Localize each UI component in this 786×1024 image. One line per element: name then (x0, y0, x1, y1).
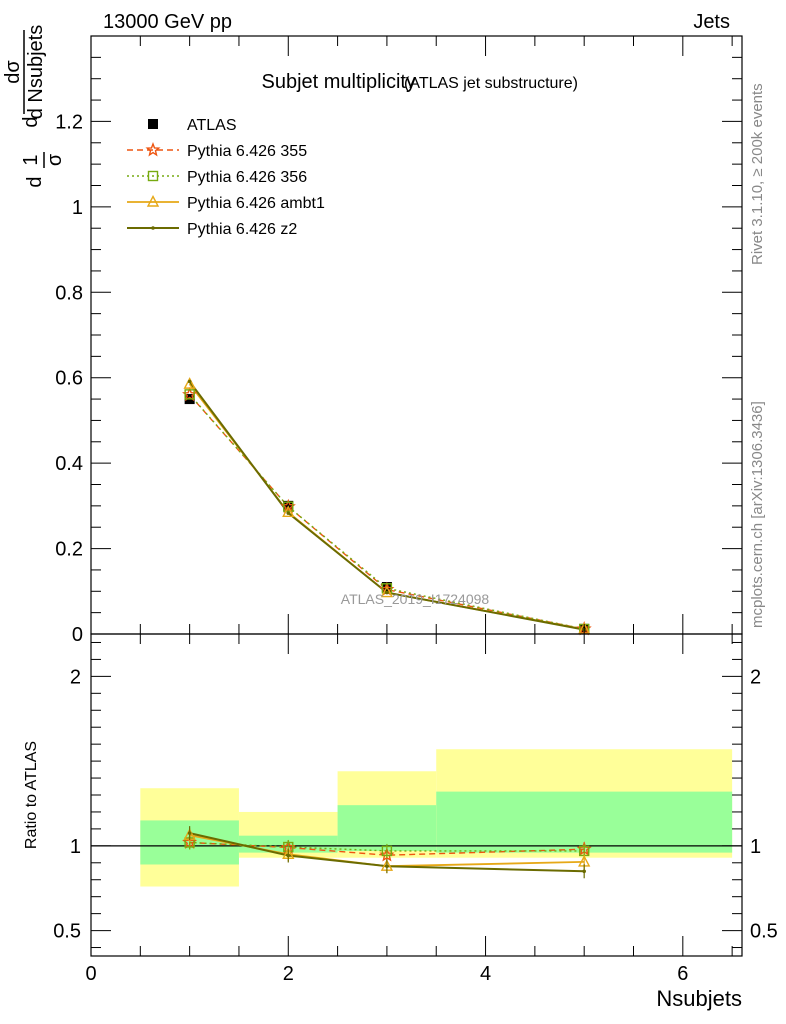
main-point-p356 (283, 501, 294, 512)
legend-marker-ambt1 (146, 194, 160, 207)
plot-subtitle: (ATLAS jet substructure) (404, 75, 578, 92)
x-axis-label: Nsubjets (656, 986, 742, 1011)
ratio-y-tick-label: 0.5 (53, 921, 81, 943)
main-plot (182, 377, 592, 636)
x-tick-label: 2 (283, 963, 294, 985)
y-axis-label: 1 σ d d dσ d Nsubjets (2, 25, 66, 188)
y-label-prefix-d: d (24, 176, 46, 187)
legend-label-p356: Pythia 6.426 356 (187, 169, 307, 186)
main-y-tick-label: 0.2 (55, 539, 83, 561)
ratio-point-z2 (385, 864, 389, 868)
y-label-prefix-denom: σ (44, 153, 66, 166)
ratio-y-tick-label-right: 2 (750, 666, 761, 688)
ratio-point-z2 (187, 831, 192, 835)
analysis-id: ATLAS_2019_I1724098 (341, 591, 490, 607)
legend-marker-z2 (151, 226, 155, 230)
ratio-point-z2 (286, 853, 291, 858)
ratio-y-tick-label: 1 (70, 836, 81, 858)
legend-marker-p355 (145, 142, 161, 157)
y-label-denom: d Nsubjets (25, 25, 47, 120)
y-label-prefix-numer: 1 (20, 154, 42, 165)
y-label-d2: d (20, 116, 42, 127)
ratio-y-tick-label: 2 (70, 666, 81, 688)
main-y-tick-label: 0.6 (55, 368, 83, 390)
legend-label-p355: Pythia 6.426 355 (187, 143, 307, 160)
x-tick-label: 0 (85, 963, 96, 985)
legend-label-ambt1: Pythia 6.426 ambt1 (187, 195, 325, 212)
plot-title: Subjet multiplicity (261, 71, 416, 93)
ratio-line-p356 (189, 841, 585, 852)
ratio-point-p356 (381, 845, 393, 857)
ratio-point-z2 (582, 869, 586, 874)
ratio-band-inner (337, 805, 437, 851)
main-y-tick-label: 0.8 (55, 282, 83, 304)
main-y-tick-label: 1.2 (55, 111, 83, 133)
ratio-line-z2 (189, 832, 585, 873)
legend-label-atlas: ATLAS (187, 117, 237, 134)
rivet-note: Rivet 3.1.10, ≥ 200k events (749, 83, 766, 265)
ratio-axes: 0.5 0.5 1 1 2 2 0 2 4 6 (53, 634, 778, 985)
beam-label: 13000 GeV pp (103, 11, 232, 33)
main-line-p355 (189, 394, 585, 630)
main-y-tick-label: 0.4 (55, 453, 83, 475)
main-point-p356 (184, 389, 195, 400)
legend-marker-p356 (147, 170, 159, 182)
process-label: Jets (693, 11, 730, 33)
main-point-z2 (286, 511, 291, 515)
ratio-y-tick-label-right: 1 (750, 836, 761, 858)
y-label-numer: dσ (2, 60, 24, 84)
main-axes: 0 0.2 0.4 0.6 0.8 1 1.2 (55, 36, 742, 646)
main-point-z2 (187, 379, 192, 384)
main-point-ambt1 (380, 585, 394, 598)
mcplots-note: mcplots.cern.ch [arXiv:1306.3436] (749, 401, 766, 628)
legend-label-z2: Pythia 6.426 z2 (187, 221, 297, 238)
legend-marker-atlas (148, 119, 158, 129)
x-tick-label: 6 (677, 963, 688, 985)
ratio-plot (91, 749, 742, 887)
main-line-z2 (188, 380, 585, 631)
main-y-tick-label: 0 (72, 624, 83, 646)
x-tick-label: 4 (480, 963, 491, 985)
ratio-y-label: Ratio to ATLAS (23, 741, 40, 849)
main-point-z2 (385, 590, 389, 595)
ratio-y-tick-label-right: 0.5 (750, 921, 778, 943)
main-y-tick-label: 1 (72, 197, 83, 219)
main-point-ambt1 (282, 505, 295, 517)
legend: ATLAS Pythia 6.426 355 Pythia 6.426 356 Pyt… (127, 117, 325, 238)
main-point-ambt1 (183, 377, 196, 389)
